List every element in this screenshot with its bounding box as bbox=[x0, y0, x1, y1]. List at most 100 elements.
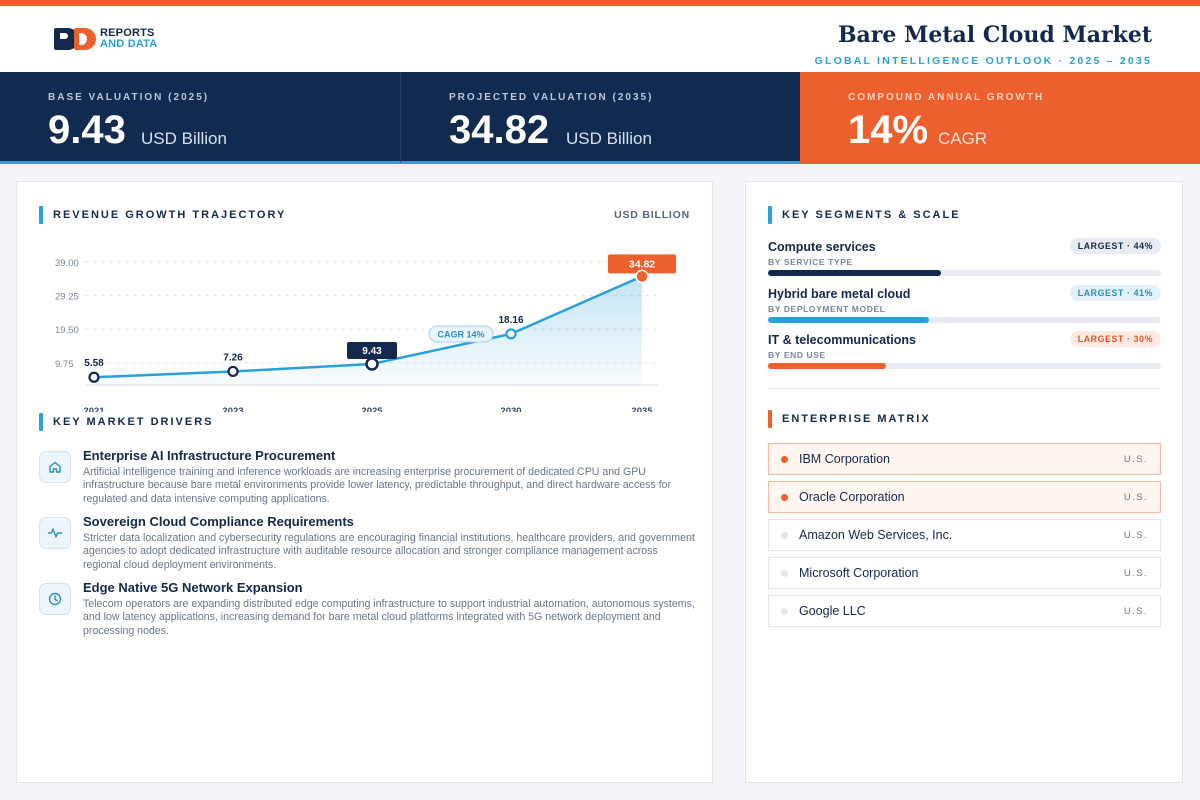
area-fill bbox=[94, 276, 642, 385]
enterprise-matrix: IBM Corporation U.S. Oracle Corporation … bbox=[768, 443, 1161, 633]
company-name: Google LLC bbox=[799, 604, 866, 618]
kpi-cagr: COMPOUND ANNUAL GROWTH 14% CAGR bbox=[800, 72, 1200, 164]
section-title: KEY MARKET DRIVERS bbox=[53, 416, 214, 428]
logo-text-line2: AND DATA bbox=[100, 38, 158, 50]
y-tick-label: 39.00 bbox=[55, 258, 79, 269]
segment-progress-track bbox=[768, 317, 1161, 323]
segments-panel: KEY SEGMENTS & SCALE Compute services BY… bbox=[745, 181, 1183, 783]
unit-label: USD BILLION bbox=[614, 209, 690, 221]
kpi-base-valuation: BASE VALUATION (2025) 9.43 USD Billion bbox=[0, 72, 400, 164]
kpi-label: COMPOUND ANNUAL GROWTH bbox=[848, 92, 1045, 103]
trajectory-panel: REVENUE GROWTH TRAJECTORY USD BILLION 9.… bbox=[16, 181, 713, 783]
segment-badge: LARGEST · 41% bbox=[1069, 285, 1161, 301]
segment-progress-fill bbox=[768, 363, 886, 369]
segment-badge: LARGEST · 30% bbox=[1069, 331, 1161, 347]
section-title: ENTERPRISE MATRIX bbox=[782, 413, 931, 425]
segment-category: BY END USE bbox=[768, 350, 826, 360]
status-dot bbox=[781, 532, 788, 539]
data-label-box bbox=[347, 341, 397, 359]
data-point bbox=[635, 269, 649, 284]
clock-icon bbox=[39, 583, 71, 615]
status-dot bbox=[781, 570, 788, 577]
data-label: 7.26 bbox=[223, 352, 243, 363]
section-title: KEY SEGMENTS & SCALE bbox=[782, 209, 961, 221]
section-divider bbox=[768, 388, 1161, 389]
data-label: 9.43 bbox=[362, 346, 382, 357]
kpi-value: 14% bbox=[848, 108, 929, 152]
driver-item: Sovereign Cloud Compliance Requirements … bbox=[39, 514, 699, 580]
kpi-unit: USD Billion bbox=[141, 129, 227, 148]
segment-item: IT & telecommunications BY END USE LARGE… bbox=[768, 331, 1161, 375]
segment-name: Compute services bbox=[768, 240, 876, 254]
company-row: Oracle Corporation U.S. bbox=[768, 481, 1161, 513]
segment-progress-fill bbox=[768, 317, 930, 323]
kpi-value: 9.43 bbox=[48, 108, 126, 152]
segment-badge: LARGEST · 44% bbox=[1069, 238, 1161, 254]
page-title: Bare Metal Cloud Market bbox=[837, 22, 1152, 48]
kpi-unit: USD Billion bbox=[566, 129, 652, 148]
x-tick-label: 2021 bbox=[83, 406, 105, 412]
segment-name: IT & telecommunications bbox=[768, 333, 916, 347]
kpi-projected-valuation: PROJECTED VALUATION (2035) 34.82 USD Bil… bbox=[400, 72, 800, 164]
cagr-annotation: CAGR 14% bbox=[437, 330, 484, 340]
segment-category: BY SERVICE TYPE bbox=[768, 257, 853, 267]
company-country: U.S. bbox=[1123, 568, 1148, 579]
revenue-line-chart: 9.75 19.50 29.25 39.00 CAGR 14% 2021 5.58 2023 7… bbox=[55, 254, 676, 412]
section-header-segments: KEY SEGMENTS & SCALE bbox=[768, 206, 961, 224]
driver-description: Artificial intelligence training and inf… bbox=[83, 466, 672, 505]
company-row: IBM Corporation U.S. bbox=[768, 443, 1161, 475]
kpi-value: 34.82 bbox=[449, 108, 550, 152]
company-country: U.S. bbox=[1123, 606, 1148, 617]
data-label: 5.58 bbox=[84, 358, 104, 369]
home-icon bbox=[39, 451, 71, 483]
data-label: 18.16 bbox=[498, 315, 523, 326]
top-accent-strip bbox=[0, 0, 1200, 6]
segment-name: Hybrid bare metal cloud bbox=[768, 287, 911, 301]
segment-item: Compute services BY SERVICE TYPE LARGEST… bbox=[768, 238, 1161, 282]
y-tick-label: 19.50 bbox=[55, 325, 79, 336]
activity-icon bbox=[39, 517, 71, 549]
y-tick-label: 29.25 bbox=[55, 292, 79, 303]
x-tick-label: 2035 bbox=[631, 406, 653, 412]
company-country: U.S. bbox=[1123, 530, 1148, 541]
driver-item: Edge Native 5G Network Expansion Telecom… bbox=[39, 580, 699, 646]
y-tick-label: 9.75 bbox=[55, 359, 74, 370]
company-row: Google LLC U.S. bbox=[768, 595, 1161, 627]
section-header-matrix: ENTERPRISE MATRIX bbox=[768, 410, 931, 428]
driver-title: Enterprise AI Infrastructure Procurement bbox=[83, 448, 336, 463]
logo-text-line1: REPORTS bbox=[100, 27, 155, 39]
status-dot bbox=[781, 608, 788, 615]
driver-title: Edge Native 5G Network Expansion bbox=[83, 580, 303, 595]
status-dot bbox=[781, 494, 788, 501]
data-point bbox=[88, 371, 100, 383]
segment-category: BY DEPLOYMENT MODEL bbox=[768, 304, 886, 314]
kpi-unit: CAGR bbox=[938, 129, 988, 148]
x-tick-label: 2023 bbox=[222, 406, 243, 412]
segment-item: Hybrid bare metal cloud BY DEPLOYMENT MO… bbox=[768, 285, 1161, 329]
section-header-trajectory: REVENUE GROWTH TRAJECTORY bbox=[39, 206, 286, 224]
company-name: Amazon Web Services, Inc. bbox=[799, 528, 953, 542]
company-row: Microsoft Corporation U.S. bbox=[768, 557, 1161, 589]
company-name: Oracle Corporation bbox=[799, 490, 905, 504]
brand-logo: REPORTS AND DATA bbox=[54, 28, 157, 50]
data-point bbox=[505, 328, 517, 340]
kpi-label: BASE VALUATION (2025) bbox=[48, 92, 210, 103]
status-dot bbox=[781, 456, 788, 463]
company-name: IBM Corporation bbox=[799, 452, 891, 466]
page-subtitle: GLOBAL INTELLIGENCE OUTLOOK · 2025 – 203… bbox=[814, 55, 1152, 67]
segment-progress-fill bbox=[768, 270, 941, 276]
data-label-box bbox=[608, 254, 676, 274]
logo-mark-icon bbox=[54, 28, 98, 50]
driver-description: Telecom operators are expanding distribu… bbox=[83, 598, 695, 637]
segment-progress-track bbox=[768, 363, 1161, 369]
data-point bbox=[365, 357, 379, 371]
drivers-list: Enterprise AI Infrastructure Procurement… bbox=[39, 448, 699, 646]
company-country: U.S. bbox=[1123, 454, 1148, 465]
data-point bbox=[227, 365, 239, 378]
driver-title: Sovereign Cloud Compliance Requirements bbox=[83, 514, 354, 529]
data-label: 34.82 bbox=[629, 258, 655, 270]
company-row: Amazon Web Services, Inc. U.S. bbox=[768, 519, 1161, 551]
cagr-annotation-pill bbox=[428, 325, 494, 343]
section-title: REVENUE GROWTH TRAJECTORY bbox=[53, 209, 287, 221]
page-header: REPORTS AND DATA Bare Metal Cloud Market… bbox=[0, 6, 1200, 72]
